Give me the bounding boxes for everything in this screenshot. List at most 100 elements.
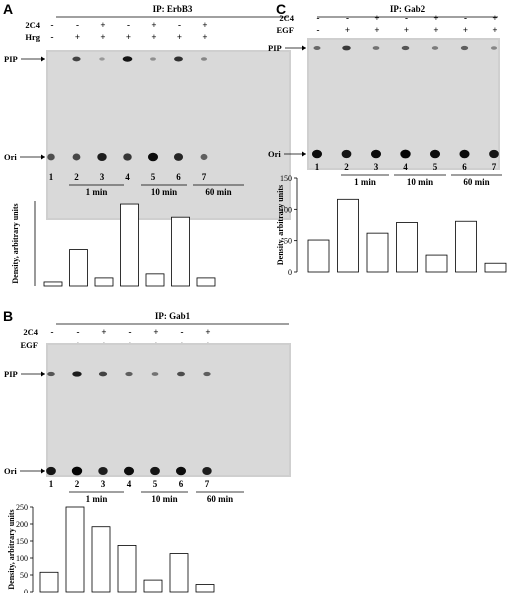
y-tick-label: 250 bbox=[16, 503, 28, 512]
bar-lane-4 bbox=[117, 545, 137, 593]
pip-marker-label: PIP bbox=[4, 54, 18, 64]
bar-lane-7 bbox=[195, 584, 215, 593]
origin-spot bbox=[370, 149, 382, 159]
y-tick-label: 0 bbox=[24, 588, 28, 593]
treatment-sign: - bbox=[129, 327, 132, 337]
lane-number: 4 bbox=[127, 479, 132, 489]
lane-number: 1 bbox=[49, 479, 54, 489]
lane-number: 1 bbox=[49, 172, 54, 182]
y-tick-label: 0 bbox=[288, 268, 292, 277]
pip-spot bbox=[177, 371, 185, 377]
y-tick-label: 50 bbox=[284, 237, 292, 246]
y-axis-label: Density, arbitrary units bbox=[276, 185, 285, 265]
treatment-label: EGF bbox=[21, 340, 38, 350]
origin-spot bbox=[429, 149, 441, 159]
treatment-sign: + bbox=[463, 25, 468, 35]
ip-label: IP: Gab1 bbox=[155, 311, 191, 321]
lane-number: 7 bbox=[202, 172, 207, 182]
bar-lane-5 bbox=[143, 579, 163, 593]
treatment-sign: + bbox=[374, 25, 379, 35]
pip-spot bbox=[99, 57, 105, 61]
treatment-sign: + bbox=[433, 25, 438, 35]
y-tick-label: 200 bbox=[16, 520, 28, 529]
origin-spot bbox=[47, 153, 55, 161]
treatment-sign: + bbox=[177, 32, 182, 42]
ip-label: IP: ErbB3 bbox=[153, 4, 193, 14]
pip-spot bbox=[47, 371, 55, 377]
treatment-sign: - bbox=[76, 20, 79, 30]
y-tick-label: 150 bbox=[16, 537, 28, 546]
treatment-label: 2C4 bbox=[25, 20, 40, 30]
bar-lane-6 bbox=[455, 220, 477, 273]
bar-lane-3 bbox=[94, 277, 114, 287]
ori-marker-label: Ori bbox=[4, 152, 17, 162]
pip-spot bbox=[460, 45, 469, 51]
bar-lane-4 bbox=[120, 203, 139, 287]
panel-b: BIP: Gab12C4--+-+-+EGF-++++++PIPOri12345… bbox=[3, 308, 291, 593]
pip-spot bbox=[150, 57, 156, 61]
pip-spot bbox=[200, 57, 208, 61]
origin-spot bbox=[147, 152, 159, 162]
treatment-sign: - bbox=[346, 13, 349, 23]
origin-spot bbox=[72, 153, 81, 161]
origin-spot bbox=[123, 466, 135, 476]
pip-spot bbox=[72, 56, 81, 62]
treatment-label: Hrg bbox=[25, 32, 40, 42]
lane-number: 5 bbox=[151, 172, 156, 182]
bar-lane-3 bbox=[366, 232, 389, 273]
origin-spot bbox=[173, 153, 184, 161]
pip-arrowhead bbox=[41, 371, 45, 377]
treatment-sign: + bbox=[433, 13, 438, 23]
lane-number: 2 bbox=[74, 172, 79, 182]
treatment-sign: + bbox=[202, 32, 207, 42]
panel-a: A IP: ErbB3 2C4 - - + - + - + Hrg - + + + + + + PIP Ori 1 2 3 4… bbox=[3, 1, 291, 287]
ip-label: IP: Gab2 bbox=[390, 4, 426, 14]
treatment-sign: + bbox=[75, 32, 80, 42]
treatment-sign: + bbox=[151, 32, 156, 42]
tlc-background bbox=[48, 345, 289, 475]
panel-letter: C bbox=[276, 1, 286, 17]
time-group-label: 10 min bbox=[151, 494, 177, 504]
treatment-sign: + bbox=[126, 32, 131, 42]
treatment-sign: - bbox=[51, 20, 54, 30]
ori-arrowhead bbox=[302, 151, 306, 157]
origin-spot bbox=[400, 149, 411, 159]
pip-arrowhead bbox=[41, 56, 45, 62]
treatment-sign: + bbox=[151, 20, 156, 30]
panel-letter: A bbox=[3, 1, 13, 17]
pip-spot bbox=[122, 56, 133, 62]
treatment-sign: - bbox=[51, 32, 54, 42]
bar-lane-6 bbox=[169, 553, 189, 593]
lane-number: 6 bbox=[179, 479, 184, 489]
treatment-sign: - bbox=[127, 20, 130, 30]
treatment-sign: + bbox=[205, 327, 210, 337]
origin-spot bbox=[202, 466, 212, 476]
lane-number: 3 bbox=[100, 172, 105, 182]
pip-marker-label: PIP bbox=[268, 43, 282, 53]
lane-number: 7 bbox=[492, 162, 497, 172]
tlc-background bbox=[309, 40, 498, 168]
y-tick-label: 150 bbox=[280, 174, 292, 183]
lane-number: 2 bbox=[344, 162, 349, 172]
treatment-sign: - bbox=[181, 327, 184, 337]
origin-spot bbox=[150, 466, 160, 476]
origin-spot bbox=[175, 466, 187, 476]
pip-spot bbox=[151, 372, 159, 376]
bar-lane-7 bbox=[484, 262, 507, 273]
bar-lane-7 bbox=[196, 277, 216, 287]
panel-c: C IP: Gab2 2C4 - - + - + - + EGF - + + + + + + PIP Ori 1 2 3 4 5… bbox=[268, 1, 507, 277]
origin-spot bbox=[46, 466, 56, 476]
treatment-label: 2C4 bbox=[23, 327, 38, 337]
treatment-sign: - bbox=[317, 25, 320, 35]
lane-number: 4 bbox=[125, 172, 130, 182]
pip-spot bbox=[125, 371, 133, 377]
panel-letter: B bbox=[3, 308, 13, 324]
treatment-sign: - bbox=[51, 327, 54, 337]
y-tick-label: 100 bbox=[280, 205, 292, 214]
origin-spot bbox=[489, 149, 499, 159]
treatment-sign: + bbox=[100, 32, 105, 42]
origin-spot bbox=[459, 149, 470, 159]
treatment-sign: + bbox=[100, 20, 105, 30]
ori-marker-label: Ori bbox=[268, 149, 281, 159]
origin-spot bbox=[123, 153, 132, 161]
